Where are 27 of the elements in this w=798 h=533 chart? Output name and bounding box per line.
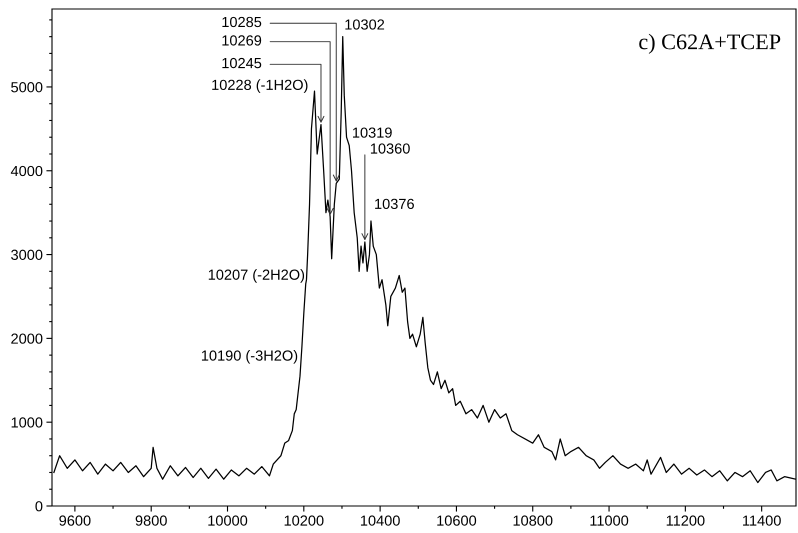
annotation: 10245 <box>222 58 262 68</box>
annotation: 10319 <box>353 127 392 138</box>
annotation: 10285 <box>222 16 262 28</box>
annotation: 10228 (-1H2O) <box>212 79 308 93</box>
annotation: 10207 (-2H2O) <box>208 269 304 283</box>
y-tick-label: 3000 <box>11 250 42 260</box>
y-tick-label: 5000 <box>11 82 42 92</box>
x-tick-label: 10400 <box>360 515 400 526</box>
annotation: 10269 <box>222 35 262 46</box>
y-tick-label: 1000 <box>12 417 42 428</box>
x-tick-label: 11400 <box>743 515 781 526</box>
annotation: 10376 <box>375 198 414 210</box>
y-tick-label: 4000 <box>10 166 42 176</box>
y-tick-label: 0 <box>35 501 42 512</box>
x-tick-label: 11000 <box>590 515 628 526</box>
x-tick-label: 10800 <box>514 515 552 526</box>
x-tick-label: 10200 <box>284 515 324 526</box>
annotation: 10302 <box>345 19 384 30</box>
x-tick-label: 10600 <box>437 515 476 526</box>
x-tick-label: 9800 <box>136 515 167 526</box>
x-tick-label: 11200 <box>666 515 705 526</box>
x-tick-label: 10000 <box>208 515 248 526</box>
y-tick-label: 2000 <box>11 333 42 344</box>
x-tick-label: 9600 <box>59 515 91 526</box>
text: c) C62A+TCEP <box>639 34 780 54</box>
annotation: 10360 <box>370 143 410 154</box>
annotation: 10190 (-3H2O) <box>202 350 298 364</box>
